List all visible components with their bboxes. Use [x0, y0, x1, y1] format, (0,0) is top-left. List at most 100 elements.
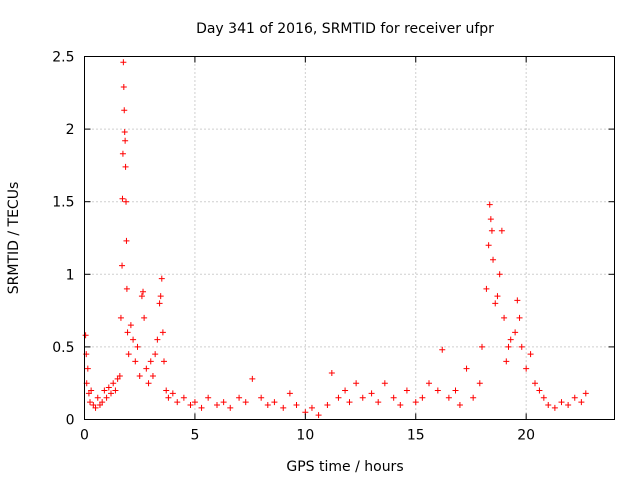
data-point [479, 343, 485, 350]
data-point [271, 399, 278, 406]
data-point [143, 365, 150, 372]
y-tick-label: 2 [66, 122, 75, 138]
data-point [198, 404, 205, 411]
data-point [158, 275, 165, 282]
x-tick-label: 10 [296, 428, 314, 444]
data-point [123, 237, 130, 244]
data-point [236, 394, 243, 401]
axis-ticks: 0 5 10 15 20 0 0.5 1 1.5 2 2.5 [52, 50, 615, 444]
data-point [132, 358, 139, 365]
y-tick-label: 0.5 [52, 340, 74, 356]
data-point [214, 401, 220, 408]
data-point [536, 387, 543, 394]
data-point [242, 399, 249, 406]
data-point [571, 394, 578, 401]
data-point [116, 372, 123, 379]
data-point [507, 336, 514, 343]
data-point [498, 227, 505, 234]
data-points [82, 59, 589, 419]
data-point [108, 390, 114, 397]
data-point [130, 336, 137, 343]
data-point [99, 399, 106, 406]
data-point [483, 285, 490, 292]
data-point [315, 412, 322, 419]
data-point [124, 329, 131, 336]
data-point [280, 404, 287, 411]
data-point [145, 380, 152, 387]
data-point [88, 387, 95, 394]
grid-lines [84, 56, 615, 420]
data-point [518, 343, 525, 350]
data-point [558, 399, 565, 406]
data-point [324, 401, 331, 408]
data-point [514, 297, 521, 304]
y-tick-label: 0 [66, 413, 75, 429]
data-point [92, 404, 99, 411]
data-point [123, 198, 130, 205]
data-point [105, 384, 112, 391]
data-point [117, 314, 124, 321]
y-tick-label: 2.5 [52, 50, 74, 66]
data-point [122, 137, 129, 144]
data-point [82, 332, 89, 339]
data-point [258, 394, 265, 401]
data-point [353, 380, 360, 387]
data-point [220, 399, 227, 406]
data-point [426, 380, 432, 387]
data-point [134, 343, 141, 350]
data-point [545, 401, 552, 408]
data-point [101, 387, 108, 394]
data-point [412, 399, 419, 406]
data-point [335, 394, 342, 401]
data-point [159, 329, 166, 336]
data-point [140, 288, 147, 295]
data-point [476, 380, 483, 387]
data-point [527, 351, 534, 358]
data-point [119, 150, 126, 157]
data-point [161, 358, 167, 365]
data-point [452, 387, 459, 394]
x-tick-label: 5 [190, 428, 199, 444]
data-point [286, 390, 293, 397]
plot-frame [84, 56, 615, 420]
chart-title: Day 341 of 2016, SRMTID for receiver ufp… [196, 21, 494, 37]
data-point [249, 375, 256, 382]
data-point [456, 401, 463, 408]
data-point [156, 300, 163, 307]
y-tick-label: 1 [66, 267, 75, 283]
data-point [157, 293, 164, 300]
x-tick-label: 20 [517, 428, 535, 444]
data-point [439, 346, 446, 353]
data-point [120, 83, 127, 90]
data-point [293, 401, 300, 408]
data-point [264, 401, 271, 408]
data-point [154, 336, 161, 343]
data-point [551, 404, 558, 411]
data-point [346, 399, 353, 406]
data-point [381, 380, 388, 387]
data-point [94, 394, 101, 401]
data-point [487, 216, 494, 223]
data-point [122, 163, 129, 170]
data-point [227, 404, 234, 411]
data-point [359, 394, 366, 401]
data-point [187, 401, 194, 408]
data-point [205, 394, 212, 401]
data-point [191, 399, 198, 406]
data-point [523, 365, 530, 372]
data-point [110, 380, 117, 387]
data-point [328, 370, 335, 377]
data-point [165, 394, 172, 401]
data-point [445, 394, 452, 401]
data-point [149, 372, 156, 379]
data-point [496, 271, 503, 278]
data-point [138, 293, 145, 300]
data-point [578, 399, 585, 406]
data-point [512, 329, 519, 336]
data-point [463, 365, 470, 372]
y-tick-label: 1.5 [52, 195, 74, 211]
data-point [582, 390, 589, 397]
data-point [141, 314, 148, 321]
data-point [87, 399, 94, 406]
